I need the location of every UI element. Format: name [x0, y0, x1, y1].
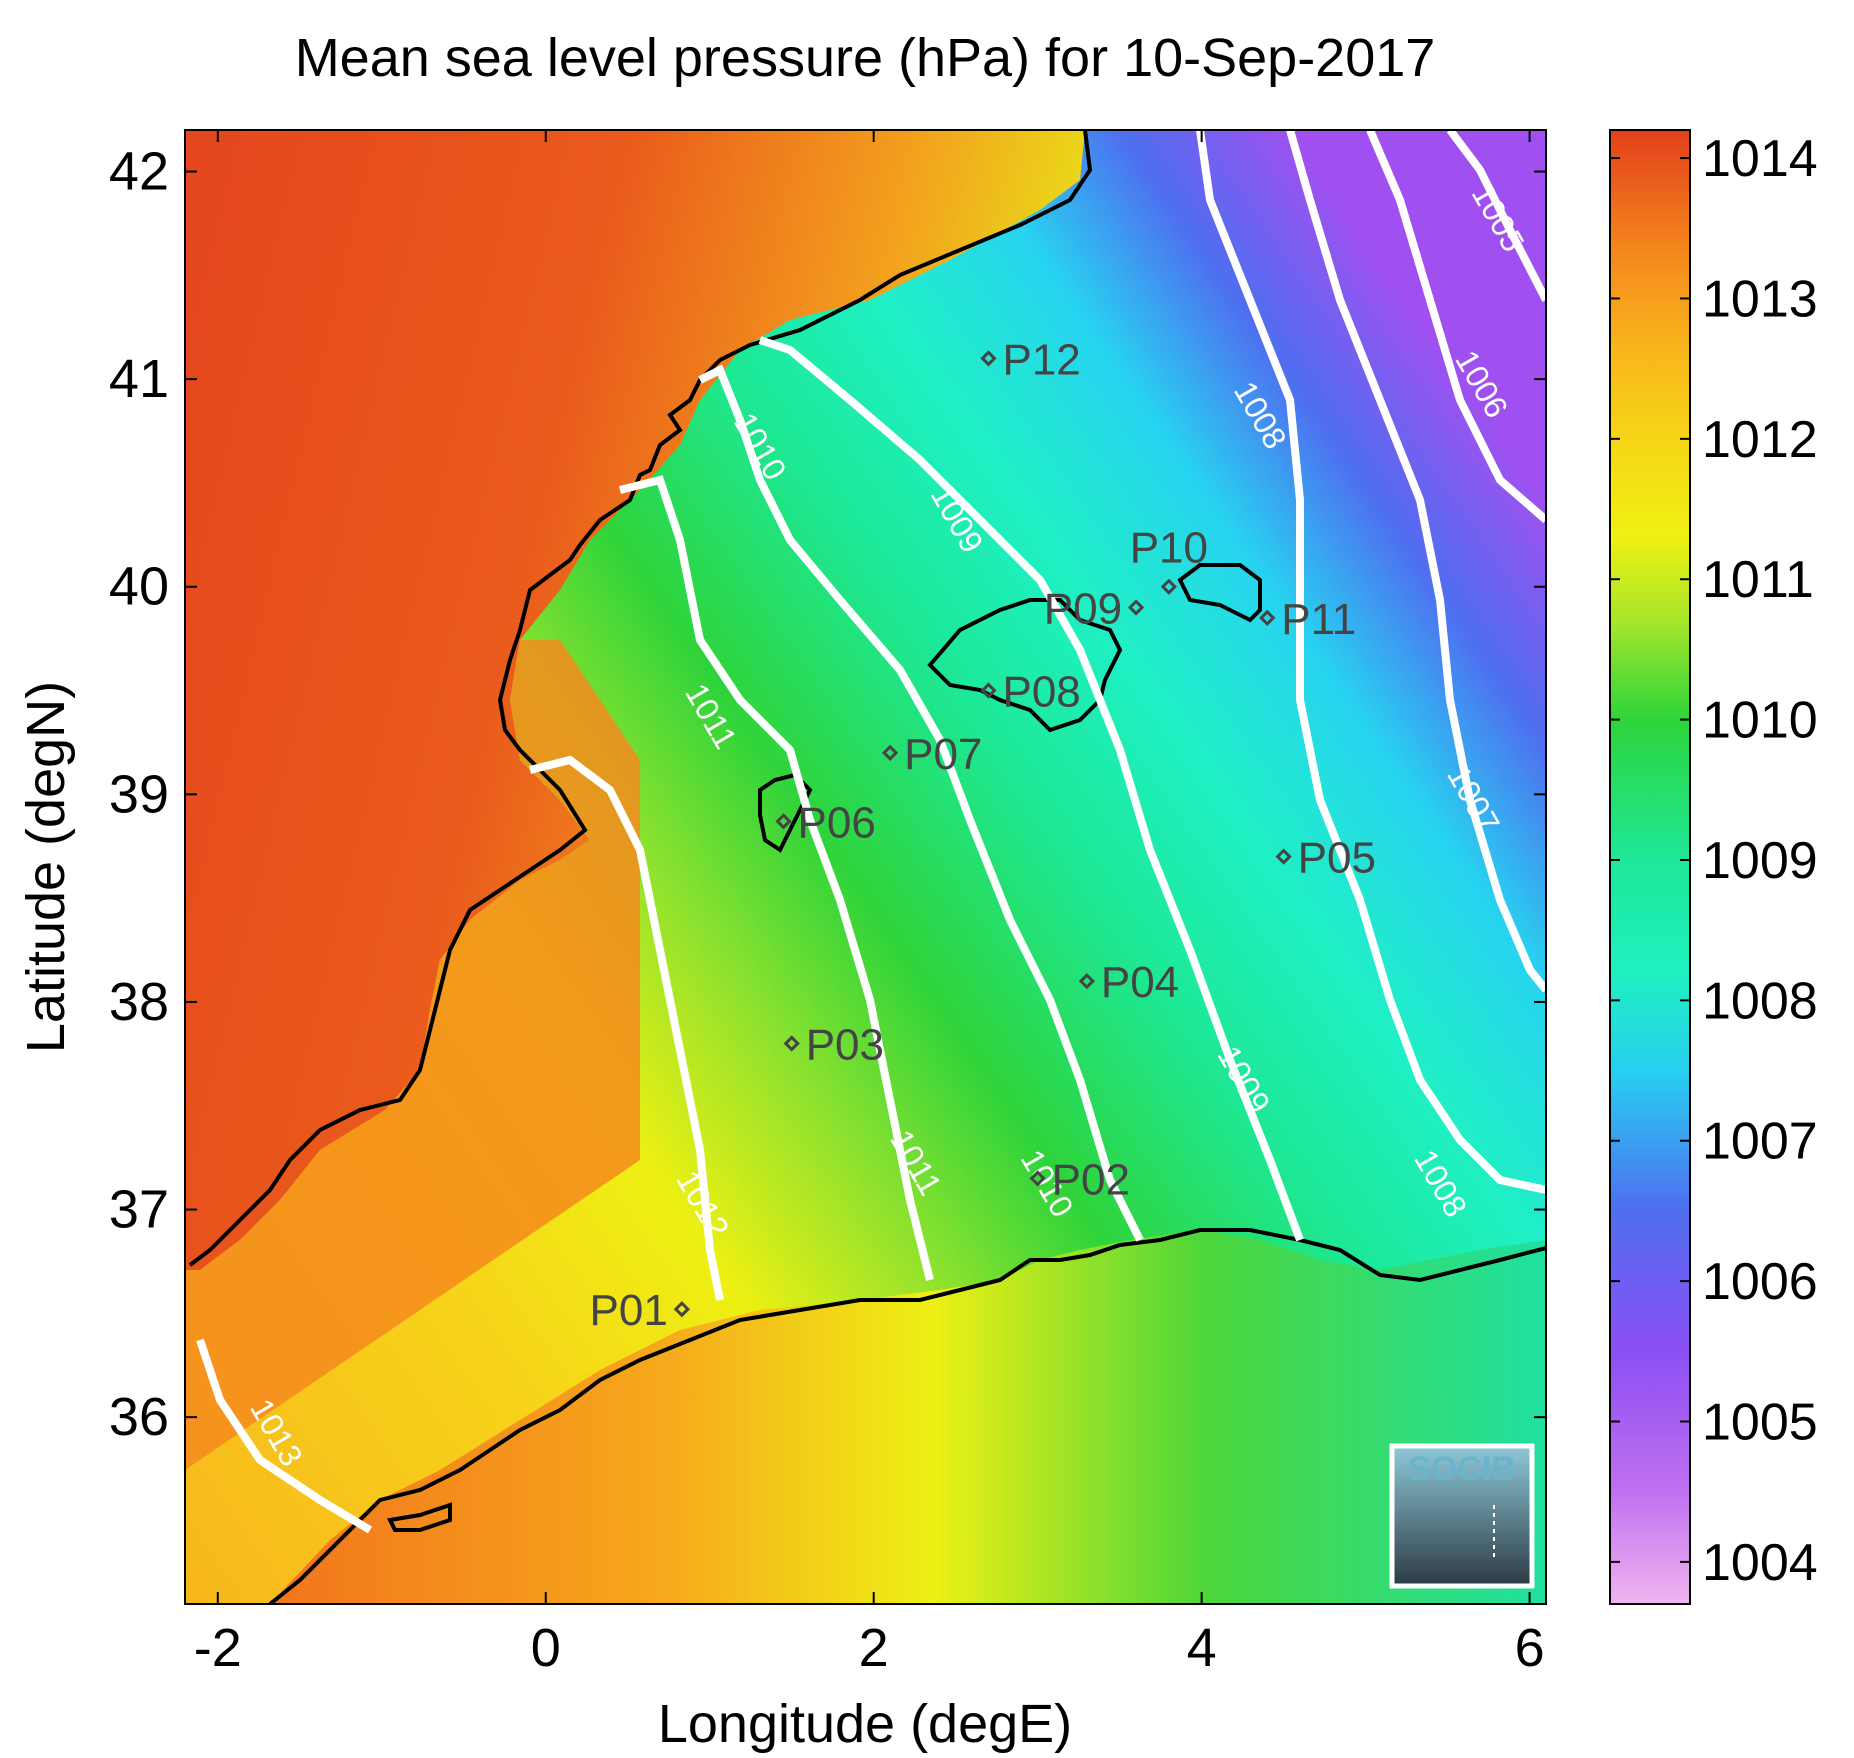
- socib-logo-text: SOCIB: [1408, 1450, 1516, 1488]
- coastline-iberia: [188, 130, 1093, 1267]
- station-marker: [1029, 1170, 1046, 1187]
- station-label: P04: [1101, 958, 1179, 1007]
- africa-land: [185, 1230, 1546, 1604]
- contour-lines: [196, 130, 1546, 1534]
- colorbar-tick-label: 1008: [1702, 972, 1818, 1030]
- station-marker: [980, 682, 997, 699]
- station-marker: [1078, 973, 1095, 990]
- colorbar-tick-label: 1007: [1702, 1113, 1818, 1171]
- island-menorca: [1177, 563, 1262, 623]
- colorbar-tick-label: 1010: [1702, 692, 1818, 750]
- station-marker: [1259, 609, 1276, 626]
- map-area: [185, 130, 1546, 1604]
- station-label: P07: [904, 730, 982, 779]
- x-axis-label: Longitude (degE): [658, 1694, 1072, 1754]
- station-label: P12: [1002, 335, 1080, 384]
- socib-logo: SOCIB: [1389, 1443, 1535, 1589]
- station-marker: [1127, 599, 1145, 616]
- island-ibiza: [758, 772, 813, 853]
- station-marker: [783, 1035, 800, 1052]
- station-marker: [1275, 848, 1292, 865]
- coastline-africa: [268, 1228, 1546, 1604]
- station-label: P11: [1281, 595, 1356, 644]
- y-tick-label: 40: [109, 557, 169, 617]
- station-label: P09: [1044, 584, 1122, 633]
- y-tick-label: 39: [109, 764, 169, 824]
- station-label: P08: [1002, 668, 1080, 717]
- colorbar-tick-label: 1011: [1702, 551, 1814, 609]
- y-tick-label: 37: [109, 1180, 169, 1240]
- station-p10: P10: [1130, 524, 1208, 595]
- coastline-alboran: [387, 1502, 452, 1532]
- colorbar-tick-label: 1006: [1702, 1253, 1818, 1311]
- x-tick-label: 6: [1515, 1618, 1545, 1678]
- station-p05: P05: [1275, 834, 1376, 883]
- station-p08: P08: [980, 668, 1081, 717]
- station-p09: P09: [1044, 584, 1145, 633]
- colorbar-tick-label: 1009: [1702, 832, 1818, 890]
- station-label: P01: [590, 1286, 668, 1335]
- x-axis: -2 0 2 4 6: [194, 130, 1545, 1678]
- iberia-south-land: [185, 640, 640, 1470]
- station-p01: P01: [590, 1286, 690, 1335]
- colorbar-tick-label: 1012: [1702, 411, 1818, 469]
- colorbar-tick-label: 1013: [1702, 270, 1818, 328]
- station-label: P06: [798, 798, 876, 847]
- x-tick-label: 0: [531, 1618, 561, 1678]
- station-p04: P04: [1078, 958, 1179, 1007]
- station-p06: P06: [775, 798, 876, 847]
- station-label: P05: [1298, 834, 1376, 883]
- station-marker: [980, 350, 997, 367]
- island-mallorca: [927, 598, 1123, 733]
- colorbar-scale: [1609, 129, 1691, 1605]
- colorbar-ticks: 1004 1005 1006 1007 1008 1009 1010 1011 1012 1013…: [1610, 130, 1818, 1592]
- station-label: P02: [1052, 1155, 1130, 1204]
- colorbar: 1004 1005 1006 1007 1008 1009 1010 1011 1012 1013…: [1609, 129, 1818, 1605]
- colorbar-tick-label: 1004: [1702, 1534, 1818, 1592]
- station-marker: [1160, 578, 1177, 595]
- x-tick-label: -2: [194, 1618, 242, 1678]
- iberia-land: [185, 130, 1085, 1270]
- colorbar-tick-label: 1014: [1702, 130, 1818, 188]
- map-frame: [184, 129, 1547, 1605]
- station-marker: [881, 744, 899, 761]
- y-tick-label: 41: [109, 349, 169, 409]
- x-tick-label: 2: [859, 1618, 889, 1678]
- station-label: P03: [806, 1020, 884, 1069]
- station-p12: P12: [980, 335, 1081, 384]
- station-p02: P02: [1029, 1155, 1130, 1204]
- colorbar-tick-label: 1005: [1702, 1394, 1818, 1452]
- y-tick-label: 36: [109, 1387, 169, 1447]
- station-label: P10: [1130, 524, 1208, 573]
- station-marker: [775, 813, 792, 830]
- x-tick-label: 4: [1187, 1618, 1217, 1678]
- chart-title: Mean sea level pressure (hPa) for 10-Sep…: [295, 28, 1436, 88]
- y-axis-label: Latitude (degN): [16, 681, 76, 1053]
- station-marker: [673, 1301, 690, 1318]
- station-p03: P03: [783, 1020, 884, 1069]
- y-axis: 36 37 38 39 40 41 42: [109, 142, 1546, 1447]
- station-p11: P11: [1259, 595, 1356, 644]
- y-tick-label: 38: [109, 972, 169, 1032]
- station-p07: P07: [881, 730, 982, 779]
- y-tick-label: 42: [109, 142, 169, 202]
